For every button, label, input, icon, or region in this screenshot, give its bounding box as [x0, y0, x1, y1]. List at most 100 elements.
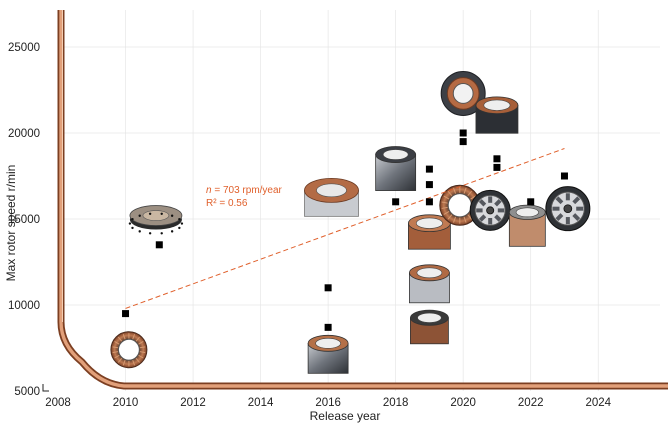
x-tick-label: 2020	[450, 397, 476, 409]
stator-slot	[463, 216, 467, 223]
rotor-magnet	[565, 193, 570, 201]
stator-bore	[117, 338, 140, 361]
tick-labels: 2008 2010 2012 2014 2016 2018 2020 2022 2024 5000…	[8, 42, 612, 409]
motor-2011-flat-icon	[128, 205, 184, 235]
motor-bore	[382, 149, 409, 160]
annotation-line-2: R² = 0.56	[206, 198, 248, 209]
x-tick-label: 2010	[113, 397, 139, 409]
motor-2022-stator-icon	[508, 204, 546, 247]
motor-2019-stator-c-icon	[410, 309, 449, 345]
x-axis-title: Release year	[310, 409, 381, 423]
flat-tooth	[180, 222, 184, 225]
stator-slot	[117, 357, 123, 363]
stator-slot	[447, 214, 453, 220]
stator-slot	[114, 354, 120, 359]
motor-2023-rotor-icon	[545, 186, 591, 232]
rotor-magnet	[478, 214, 487, 222]
stator-top-bore	[316, 183, 347, 198]
flat-tooth	[148, 212, 152, 216]
stator-slot	[447, 190, 453, 197]
rotor-shaft	[563, 204, 573, 214]
motor-bore	[415, 217, 443, 229]
data-points	[122, 129, 568, 331]
annotation-line-1: n = 703 rpm/year	[206, 185, 283, 196]
housing-bore	[452, 83, 474, 104]
rotor-shaft	[486, 206, 495, 215]
motor-bore	[515, 207, 539, 218]
x-tick-label: 2008	[45, 397, 71, 409]
data-point	[493, 163, 501, 171]
x-tick-label: 2012	[180, 397, 206, 409]
stator-slot	[453, 187, 457, 194]
annotation-variable: n	[206, 185, 212, 196]
x-tick-label: 2018	[383, 397, 409, 409]
flat-tooth	[138, 230, 141, 233]
data-point	[459, 129, 467, 137]
stator-slot	[441, 206, 448, 209]
y-tick-label: 10000	[8, 300, 40, 312]
flat-tooth	[160, 212, 163, 216]
rotor-magnet	[572, 196, 581, 205]
stator-slot	[112, 346, 119, 349]
y-tick-label: 15000	[8, 214, 40, 226]
motor-images	[110, 70, 591, 374]
motor-bore	[417, 312, 442, 323]
x-tick-label: 2022	[518, 397, 544, 409]
flat-hub	[142, 210, 170, 221]
data-point	[560, 172, 568, 180]
stator-slot	[135, 336, 140, 342]
trendline	[125, 148, 565, 309]
stator-slot	[122, 333, 126, 340]
motor-2010-ring-icon	[110, 331, 148, 369]
y-tick-label: 20000	[8, 128, 40, 140]
rotor-magnet	[497, 208, 505, 213]
y-axis-title: Max rotor speed r/min	[4, 165, 18, 282]
data-point	[425, 181, 433, 189]
flat-tooth	[131, 218, 134, 221]
flat-tooth	[170, 230, 174, 233]
rotor-magnet	[576, 206, 584, 211]
data-point	[425, 165, 433, 173]
stator-slot	[122, 360, 126, 366]
copper-axis-frame	[42, 10, 668, 392]
data-point	[324, 323, 332, 331]
x-tick-label: 2016	[315, 397, 341, 409]
x-tick-label: 2014	[248, 397, 274, 409]
stator-slot	[138, 341, 144, 345]
rotor-magnet	[488, 196, 493, 203]
motor-bore	[315, 338, 341, 349]
trendline-dashed	[125, 148, 565, 309]
stator-slot	[453, 216, 457, 223]
data-point	[324, 284, 332, 292]
stator-slot	[114, 341, 120, 345]
motor-2020-large-icon	[440, 70, 486, 116]
annotation-slope: = 703 rpm/year	[212, 185, 283, 196]
stator-slot	[467, 190, 473, 197]
data-point	[493, 155, 501, 163]
stator-bore	[447, 193, 472, 218]
rotor-magnet	[478, 199, 487, 207]
rotor-magnet	[494, 199, 502, 207]
stator-slot	[135, 357, 140, 363]
data-point	[425, 198, 433, 206]
flat-tooth	[160, 232, 163, 235]
motor-bore	[416, 267, 443, 279]
stator-slot	[139, 351, 146, 354]
motor-2016-stator-icon	[307, 334, 349, 374]
rotor-magnet	[552, 206, 560, 211]
stator-slot	[470, 195, 476, 200]
stator-slot	[441, 201, 448, 204]
x-tick-label: 2024	[585, 397, 611, 409]
motor-2018-housing-icon	[375, 146, 417, 191]
rotor-magnet	[565, 217, 570, 225]
stator-slot	[463, 187, 467, 194]
stator-slot	[443, 211, 450, 215]
copper-frame-highlight	[59, 10, 668, 388]
motor-2019-stator-b-icon	[409, 264, 450, 304]
motor-bore	[483, 99, 511, 111]
data-point	[459, 138, 467, 146]
motor-2021-rotor-icon	[469, 189, 511, 231]
flat-tooth	[128, 222, 132, 225]
rotor-magnet	[555, 196, 564, 205]
